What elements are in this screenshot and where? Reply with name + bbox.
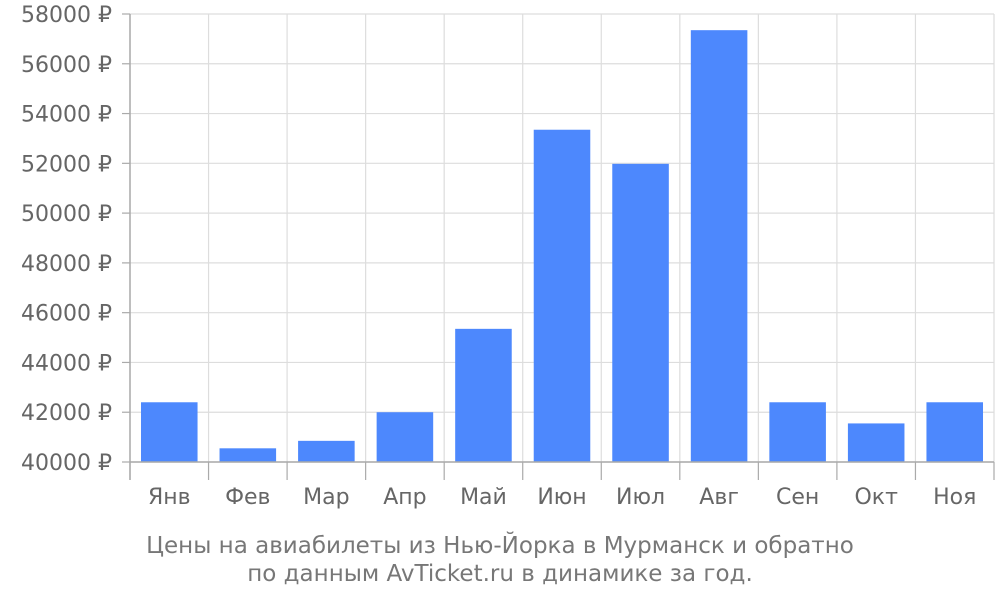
x-tick-label: Фев [225, 485, 270, 510]
x-tick-label: Мар [303, 485, 349, 510]
caption-line-2: по данным AvTicket.ru в динамике за год. [247, 561, 753, 587]
y-tick-label: 58000 ₽ [21, 3, 112, 28]
y-tick-labels: 40000 ₽ 42000 ₽ 44000 ₽ 46000 ₽ 48000 ₽ 50000… [21, 3, 112, 476]
x-tick-label: Апр [383, 485, 426, 510]
x-tick-label: Сен [776, 485, 819, 510]
x-tick-label: Ноя [933, 485, 976, 510]
bar [533, 129, 591, 462]
bar [219, 448, 277, 462]
y-tick-label: 46000 ₽ [21, 302, 112, 327]
y-tick-label: 50000 ₽ [21, 202, 112, 227]
bar [769, 402, 826, 462]
bar [298, 440, 355, 462]
bar [140, 402, 198, 462]
y-tick-label: 48000 ₽ [21, 252, 112, 277]
bars [140, 30, 984, 463]
y-tick-label: 42000 ₽ [21, 401, 112, 426]
y-tick-label: 56000 ₽ [21, 53, 112, 78]
bar-chart: 40000 ₽ 42000 ₽ 44000 ₽ 46000 ₽ 48000 ₽ 50000… [21, 3, 995, 510]
bar [376, 412, 434, 462]
caption-line-1: Цены на авиабилеты из Нью-Йорка в Мурман… [146, 533, 854, 559]
bar [847, 423, 905, 462]
axes [122, 13, 995, 480]
x-tick-label: Авг [699, 485, 739, 510]
x-tick-label: Май [460, 485, 507, 510]
y-tick-label: 40000 ₽ [21, 451, 112, 476]
bar [455, 328, 512, 462]
chart-caption: Цены на авиабилеты из Нью-Йорка в Мурман… [0, 532, 1000, 588]
x-tick-label: Июн [537, 485, 586, 510]
bar [926, 402, 984, 462]
x-tick-label: Окт [854, 485, 898, 510]
bar [690, 30, 748, 463]
x-tick-label: Янв [148, 485, 191, 510]
y-tick-label: 54000 ₽ [21, 103, 112, 128]
y-tick-label: 44000 ₽ [21, 351, 112, 376]
x-tick-labels: Янв Фев Мар Апр Май Июн Июл Авг Сен Окт Ноя [148, 485, 976, 510]
x-tick-label: Июл [616, 485, 665, 510]
y-tick-label: 52000 ₽ [21, 152, 112, 177]
bar [612, 163, 669, 462]
